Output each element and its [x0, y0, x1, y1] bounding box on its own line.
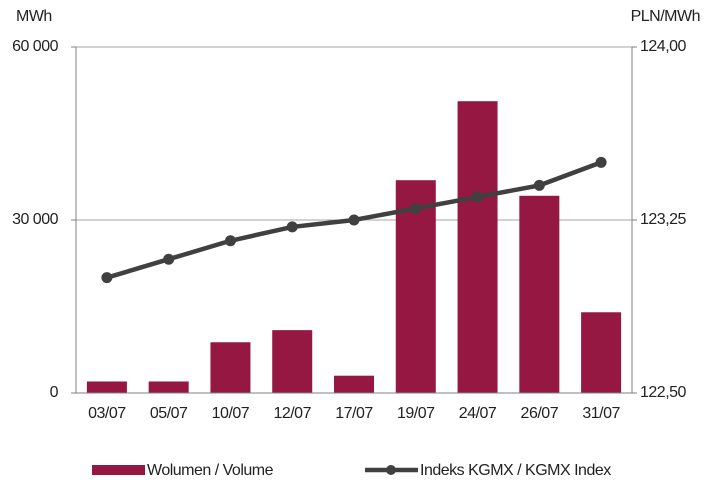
x-tick-label: 31/07: [582, 405, 620, 422]
index-marker: [286, 221, 298, 233]
index-marker: [533, 179, 545, 191]
x-tick-label: 10/07: [212, 405, 250, 422]
y-tick-label: 0: [50, 384, 59, 401]
bar: [272, 330, 313, 393]
y2-axis-title: PLN/MWh: [631, 8, 700, 25]
x-tick-label: 24/07: [459, 405, 497, 422]
index-marker: [163, 253, 175, 265]
index-marker: [101, 272, 113, 284]
bar: [519, 195, 560, 393]
y-axis-title: MWh: [16, 8, 52, 25]
x-tick-label: 26/07: [521, 405, 559, 422]
index-marker: [348, 214, 360, 226]
bar: [334, 375, 374, 393]
index-marker: [472, 191, 484, 203]
bar: [86, 381, 127, 393]
bar: [395, 180, 436, 393]
x-tick-label: 03/07: [88, 405, 126, 422]
y2-tick-label: 123,25: [640, 211, 687, 228]
index-marker: [410, 202, 422, 214]
bar: [457, 101, 498, 393]
x-tick-label: 19/07: [397, 405, 435, 422]
index-marker: [595, 156, 607, 168]
y-tick-label: 30 000: [12, 211, 59, 228]
legend-marker: [386, 465, 396, 475]
index-marker: [224, 235, 236, 247]
y-tick-label: 60 000: [12, 38, 59, 55]
x-tick-label: 12/07: [273, 405, 311, 422]
legend-swatch: [92, 465, 145, 475]
legend-label: Wolumen / Volume: [147, 462, 274, 479]
y2-tick-label: 122,50: [640, 384, 687, 401]
x-tick-label: 05/07: [150, 405, 188, 422]
bar: [581, 312, 622, 393]
legend-label: Indeks KGMX / KGMX Index: [420, 462, 611, 479]
bar: [210, 342, 251, 393]
bar: [148, 381, 189, 393]
x-tick-label: 17/07: [335, 405, 373, 422]
y2-tick-label: 124,00: [640, 38, 687, 55]
